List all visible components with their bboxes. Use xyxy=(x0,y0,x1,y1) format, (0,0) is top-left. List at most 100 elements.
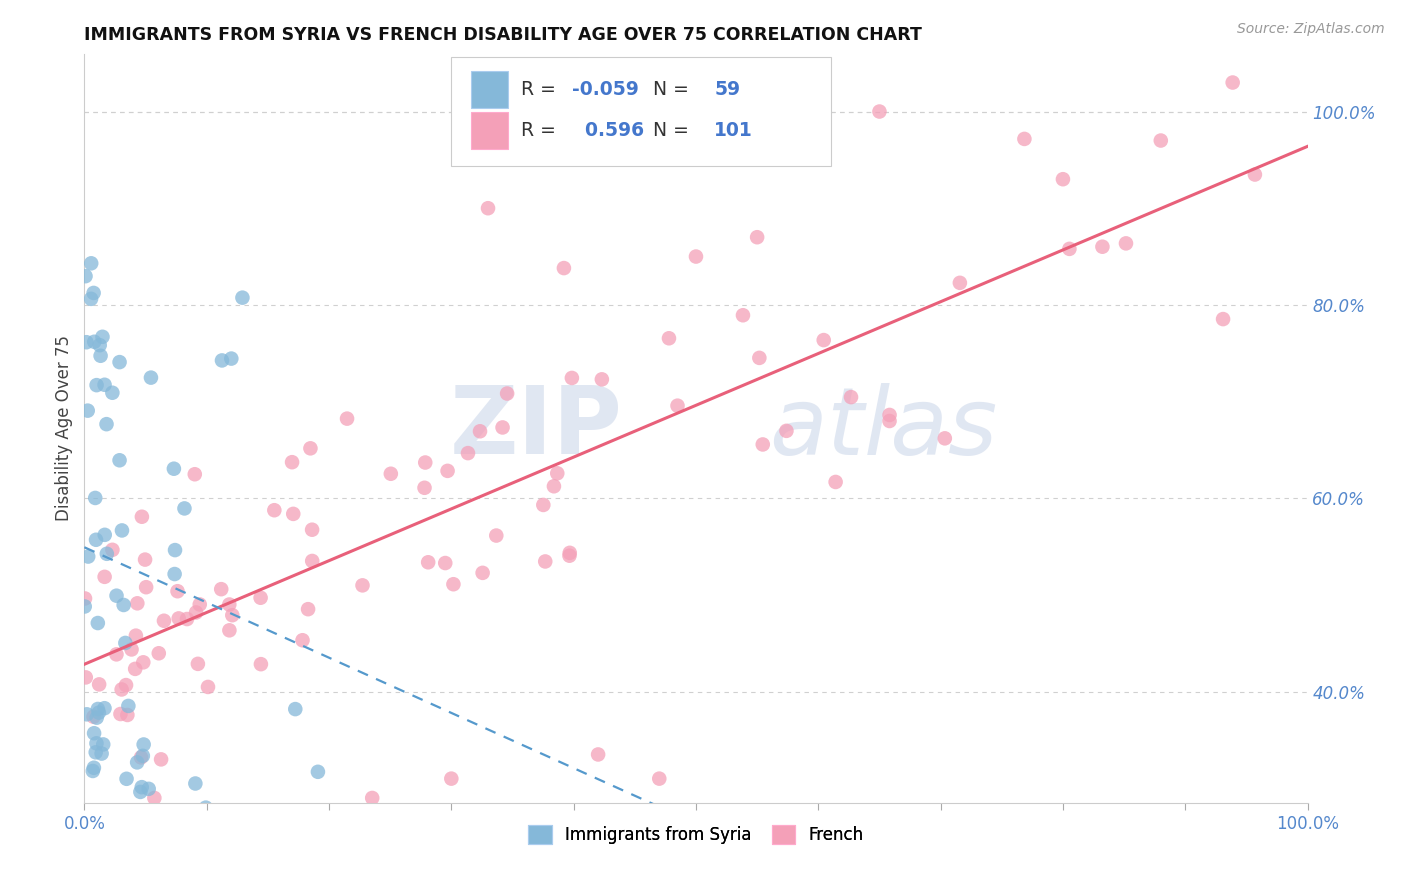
Point xyxy=(105,589,128,603)
Text: Source: ZipAtlas.com: Source: ZipAtlas.com xyxy=(1237,22,1385,37)
Point xyxy=(132,656,155,670)
FancyBboxPatch shape xyxy=(451,57,831,166)
Point xyxy=(77,549,100,564)
Point xyxy=(197,680,219,694)
Point xyxy=(110,706,132,721)
Point xyxy=(101,542,124,557)
Point xyxy=(131,509,153,524)
Text: atlas: atlas xyxy=(769,383,998,474)
Text: 59: 59 xyxy=(714,80,741,99)
Point xyxy=(89,338,111,352)
Text: N =: N = xyxy=(641,121,695,140)
Point xyxy=(89,677,111,691)
Point xyxy=(93,377,115,392)
Point xyxy=(188,598,211,612)
Point xyxy=(775,424,797,438)
Point xyxy=(666,399,689,413)
Point xyxy=(336,411,359,425)
Point xyxy=(87,702,110,716)
Point xyxy=(546,467,568,481)
Point xyxy=(531,498,554,512)
Text: 101: 101 xyxy=(714,121,754,140)
Point xyxy=(413,481,436,495)
Point xyxy=(464,104,486,119)
Point xyxy=(434,556,457,570)
Point xyxy=(211,353,233,368)
Point xyxy=(250,657,273,672)
Point xyxy=(301,523,323,537)
Point xyxy=(93,570,115,584)
Point xyxy=(75,335,97,350)
Point xyxy=(143,791,166,805)
Point xyxy=(249,591,271,605)
Point xyxy=(150,752,173,766)
Point xyxy=(839,390,862,404)
Point xyxy=(75,670,97,684)
Point xyxy=(166,584,188,599)
Point xyxy=(824,475,846,489)
Point xyxy=(83,761,105,775)
Point xyxy=(93,701,115,715)
Point xyxy=(84,533,107,547)
Point xyxy=(115,772,138,786)
Point xyxy=(468,424,491,438)
Point xyxy=(441,577,464,591)
Point xyxy=(1244,168,1267,182)
Point xyxy=(1091,240,1114,254)
Point xyxy=(132,738,155,752)
Point xyxy=(747,230,769,244)
Point xyxy=(1014,132,1036,146)
Point xyxy=(543,479,565,493)
Point xyxy=(117,698,139,713)
Point xyxy=(87,706,110,720)
Text: N =: N = xyxy=(641,80,695,99)
Point xyxy=(163,567,186,582)
Point xyxy=(281,455,304,469)
Point xyxy=(685,250,707,264)
Point xyxy=(558,549,581,563)
Point xyxy=(184,606,207,620)
Point xyxy=(84,491,107,505)
Point xyxy=(124,662,146,676)
Point xyxy=(184,467,207,482)
Point xyxy=(1212,312,1234,326)
Point xyxy=(748,351,770,365)
Point xyxy=(163,461,186,475)
Point xyxy=(80,256,103,270)
Point xyxy=(591,372,613,386)
Point xyxy=(413,456,436,470)
Legend: Immigrants from Syria, French: Immigrants from Syria, French xyxy=(522,818,870,851)
Point xyxy=(108,355,131,369)
Point xyxy=(138,781,160,796)
Point xyxy=(299,442,322,456)
Point xyxy=(284,702,307,716)
Point xyxy=(73,599,96,614)
Point xyxy=(813,333,835,347)
FancyBboxPatch shape xyxy=(471,112,508,150)
Point xyxy=(134,552,156,566)
Point xyxy=(949,276,972,290)
Point xyxy=(83,285,105,300)
Point xyxy=(125,629,148,643)
Point xyxy=(477,201,499,215)
Point xyxy=(436,464,458,478)
Text: -0.059: -0.059 xyxy=(572,80,640,99)
Point xyxy=(658,331,681,345)
Point xyxy=(184,776,207,790)
Point xyxy=(129,785,152,799)
Point xyxy=(534,554,557,568)
Point xyxy=(879,408,901,422)
Point xyxy=(101,385,124,400)
Point xyxy=(221,608,243,623)
Point xyxy=(129,750,152,764)
Point xyxy=(111,682,134,697)
Point xyxy=(231,291,253,305)
Point xyxy=(1150,134,1173,148)
Point xyxy=(934,431,956,445)
Point xyxy=(148,646,170,660)
Y-axis label: Disability Age Over 75: Disability Age Over 75 xyxy=(55,335,73,521)
Text: R =: R = xyxy=(522,121,562,140)
Point xyxy=(82,764,104,778)
Point xyxy=(83,726,105,740)
Point xyxy=(1115,236,1137,251)
